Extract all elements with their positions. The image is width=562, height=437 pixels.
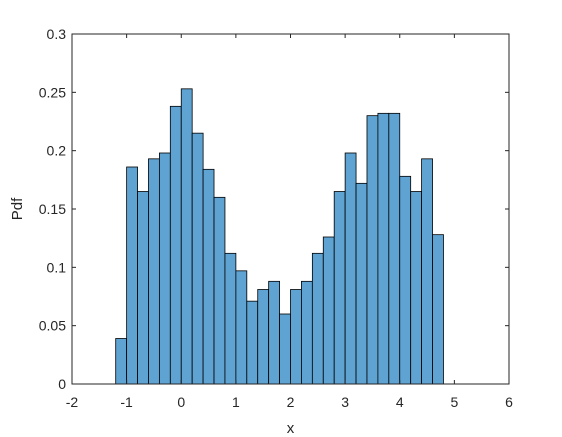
histogram-bar — [158, 152, 171, 385]
x-tick-label: -2 — [66, 394, 79, 410]
x-tick-label: 6 — [505, 394, 513, 410]
histogram-bar — [115, 338, 128, 385]
histogram-bar — [421, 158, 433, 385]
histogram-bar — [322, 236, 335, 385]
histogram-bar — [355, 182, 368, 385]
x-axis-label: x — [287, 420, 295, 437]
histogram-bar — [224, 252, 237, 385]
y-tick-label: 0.2 — [47, 143, 67, 159]
y-tick-label: 0.3 — [47, 26, 67, 42]
histogram-bar — [377, 112, 390, 385]
histogram-bar — [137, 191, 149, 385]
histogram-bar — [268, 280, 280, 385]
histogram-bar — [246, 300, 259, 385]
x-tick-label: 3 — [341, 394, 349, 410]
histogram-bar — [301, 280, 313, 385]
histogram-bar — [290, 289, 302, 385]
histogram-bar — [432, 234, 444, 385]
histogram-bar — [279, 313, 291, 385]
histogram-bar — [388, 112, 401, 385]
x-tick-label: 0 — [177, 394, 185, 410]
y-axis-label: Pdf — [9, 197, 26, 220]
x-tick-label: 4 — [396, 394, 404, 410]
y-tick-label: 0.05 — [39, 318, 66, 334]
histogram-bar — [333, 191, 346, 385]
histogram-bar — [169, 105, 182, 385]
y-tick-label: 0.1 — [47, 259, 67, 275]
histogram-bar — [148, 158, 160, 385]
x-tick-label: 5 — [450, 394, 458, 410]
histogram-bar — [180, 88, 193, 385]
histogram-bar — [311, 252, 324, 385]
histogram-bar — [399, 175, 412, 385]
x-tick-label: 2 — [287, 394, 295, 410]
histogram-bar — [191, 132, 204, 385]
x-tick-label: -1 — [120, 394, 133, 410]
histogram-bar — [126, 166, 138, 385]
histogram-bar — [344, 152, 357, 385]
histogram-bar — [257, 289, 270, 385]
histogram-bar — [202, 168, 215, 385]
histogram-bar — [213, 196, 226, 385]
tick-labels-group: -2 -1 0 1 2 3 4 5 6 0 0.05 0.1 0.15 0.2 0.25 0.3 — [39, 26, 513, 410]
y-tick-label: 0.25 — [39, 84, 66, 100]
y-tick-label: 0 — [58, 376, 66, 392]
ticks-group — [71, 33, 510, 385]
histogram-bar — [235, 270, 248, 385]
histogram-bar — [366, 115, 379, 385]
histogram-bar — [410, 191, 423, 385]
x-tick-label: 1 — [232, 394, 240, 410]
y-tick-label: 0.15 — [39, 201, 66, 217]
